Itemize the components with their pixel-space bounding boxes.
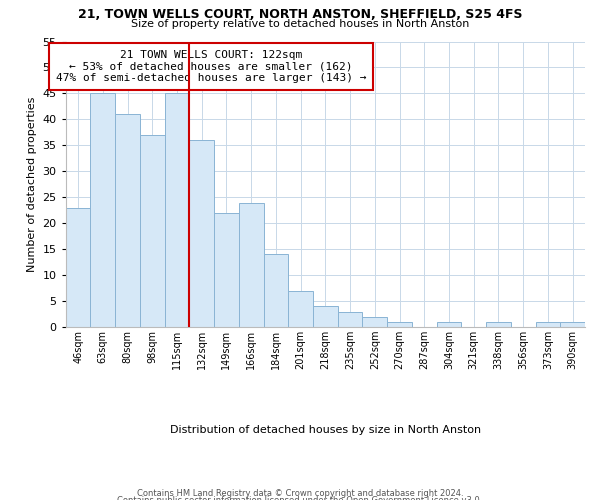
Bar	[164, 94, 190, 327]
Bar	[387, 322, 412, 327]
Bar	[338, 312, 362, 327]
Bar	[214, 213, 239, 327]
Bar	[313, 306, 338, 327]
X-axis label: Distribution of detached houses by size in North Anston: Distribution of detached houses by size …	[170, 425, 481, 435]
Bar	[437, 322, 461, 327]
Text: 21 TOWN WELLS COURT: 122sqm
← 53% of detached houses are smaller (162)
47% of se: 21 TOWN WELLS COURT: 122sqm ← 53% of det…	[56, 50, 367, 84]
Y-axis label: Number of detached properties: Number of detached properties	[27, 96, 37, 272]
Bar	[115, 114, 140, 327]
Bar	[91, 94, 115, 327]
Bar	[362, 317, 387, 327]
Bar	[486, 322, 511, 327]
Bar	[190, 140, 214, 327]
Bar	[560, 322, 585, 327]
Bar	[140, 135, 164, 327]
Bar	[288, 291, 313, 327]
Bar	[66, 208, 91, 327]
Text: 21, TOWN WELLS COURT, NORTH ANSTON, SHEFFIELD, S25 4FS: 21, TOWN WELLS COURT, NORTH ANSTON, SHEF…	[78, 8, 522, 20]
Text: Contains HM Land Registry data © Crown copyright and database right 2024.: Contains HM Land Registry data © Crown c…	[137, 489, 463, 498]
Bar	[536, 322, 560, 327]
Bar	[239, 202, 263, 327]
Text: Contains public sector information licensed under the Open Government Licence v3: Contains public sector information licen…	[118, 496, 482, 500]
Bar	[263, 254, 288, 327]
Text: Size of property relative to detached houses in North Anston: Size of property relative to detached ho…	[131, 19, 469, 29]
